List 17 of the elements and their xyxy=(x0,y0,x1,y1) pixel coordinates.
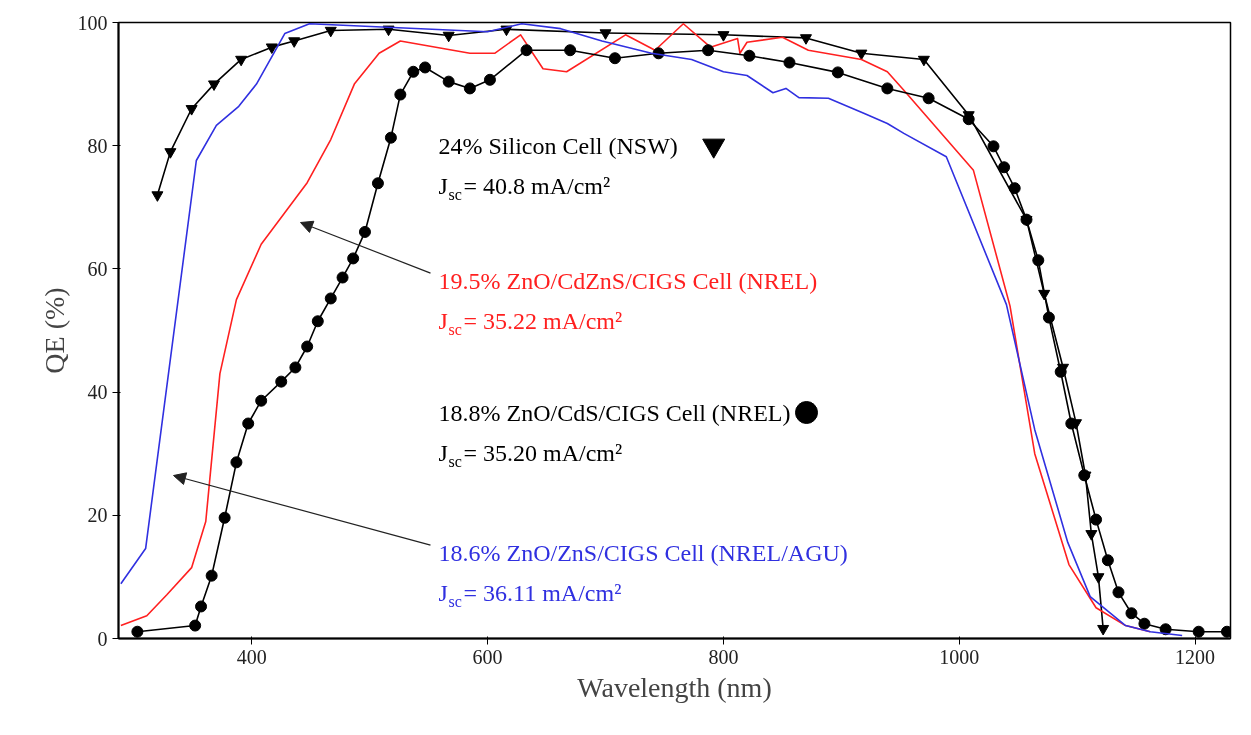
y-tick-label: 40 xyxy=(87,381,108,404)
y-tick-label: 100 xyxy=(77,11,108,34)
legend-label: 24% Silicon Cell (NSW) xyxy=(438,132,678,159)
x-axis-title: Wavelength (nm) xyxy=(577,671,772,703)
y-tick-label: 20 xyxy=(87,504,108,527)
x-tick-label: 600 xyxy=(472,645,503,668)
y-axis-title: QE (%) xyxy=(38,287,70,374)
legend-label: 18.8% ZnO/CdS/CIGS Cell (NREL) xyxy=(438,399,791,426)
x-tick-label: 400 xyxy=(236,645,267,668)
y-tick-label: 0 xyxy=(97,627,108,650)
text: 18.6% ZnO/ZnS/CIGS Cell (NREL/AGU) xyxy=(438,539,848,566)
x-tick-label: 1200 xyxy=(1175,645,1216,668)
y-tick-label: 80 xyxy=(87,134,108,157)
y-tick-label: 60 xyxy=(87,257,108,280)
text: 19.5% ZnO/CdZnS/CIGS Cell (NREL) xyxy=(438,267,818,294)
x-tick-label: 1000 xyxy=(939,645,980,668)
x-tick-label: 800 xyxy=(708,645,739,668)
